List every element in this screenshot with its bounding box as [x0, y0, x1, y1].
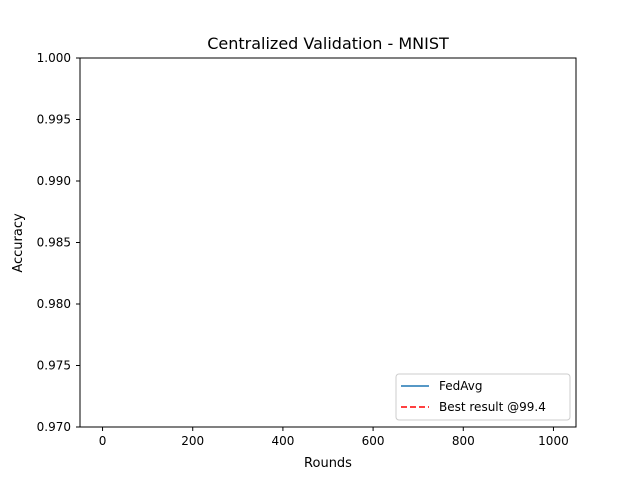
legend-label: FedAvg	[439, 379, 482, 393]
y-tick-label: 0.975	[37, 359, 71, 373]
x-tick-label: 600	[362, 434, 385, 448]
x-tick-label: 400	[271, 434, 294, 448]
legend-label: Best result @99.4	[439, 400, 546, 414]
x-tick-label: 1000	[538, 434, 569, 448]
chart-title: Centralized Validation - MNIST	[207, 34, 449, 53]
y-tick-label: 1.000	[37, 51, 71, 65]
legend-box	[395, 373, 571, 421]
y-tick-label: 0.995	[37, 113, 71, 127]
x-axis-label: Rounds	[304, 456, 352, 471]
plot-frame	[79, 57, 577, 428]
x-tick-label: 0	[99, 434, 107, 448]
y-tick-label: 0.990	[37, 174, 71, 188]
legend: FedAvg Best result @99.4	[395, 373, 571, 421]
y-tick-label: 0.970	[37, 420, 71, 434]
x-axis-ticks: 0 200 400 600 800 1000	[99, 427, 569, 448]
y-axis-label: Accuracy	[11, 213, 26, 273]
y-tick-label: 0.985	[37, 236, 71, 250]
y-axis-ticks: 0.970 0.975 0.980 0.985 0.990 0.995 1.000	[37, 51, 80, 434]
y-tick-label: 0.980	[37, 297, 71, 311]
plot-area	[79, 57, 577, 428]
x-tick-label: 800	[452, 434, 475, 448]
x-tick-label: 200	[181, 434, 204, 448]
